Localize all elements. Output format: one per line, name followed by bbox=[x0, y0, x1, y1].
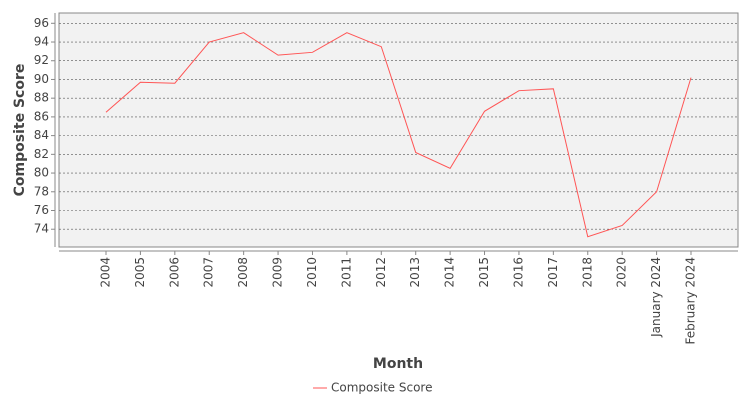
y-tick-label: 78 bbox=[34, 184, 49, 198]
x-tick-label: 2008 bbox=[236, 257, 250, 288]
x-tick-label: 2006 bbox=[167, 257, 181, 288]
y-tick-label: 86 bbox=[34, 109, 49, 123]
x-tick-label: 2016 bbox=[511, 257, 525, 288]
x-axis-title: Month bbox=[373, 356, 423, 372]
plot-area bbox=[58, 12, 739, 248]
y-tick-label: 84 bbox=[34, 128, 49, 142]
x-tick-label: 2018 bbox=[580, 257, 594, 288]
y-tick-label: 96 bbox=[34, 16, 49, 30]
x-tick-label: 2007 bbox=[202, 257, 216, 288]
x-tick-label: 2014 bbox=[443, 257, 457, 288]
x-tick-label: 2011 bbox=[339, 257, 353, 288]
y-tick-label: 90 bbox=[34, 72, 49, 86]
y-tick-label: 74 bbox=[34, 222, 49, 236]
x-tick-label: 2017 bbox=[546, 257, 560, 288]
line-series bbox=[105, 32, 692, 238]
x-tick-label: January 2024 bbox=[649, 257, 663, 338]
legend-label: Composite Score bbox=[331, 381, 432, 395]
y-tick-label: 94 bbox=[34, 35, 49, 49]
x-tick-label: 2013 bbox=[408, 257, 422, 288]
x-tick-label: 2009 bbox=[271, 257, 285, 288]
y-tick-label: 80 bbox=[34, 166, 49, 180]
y-tick-label: 92 bbox=[34, 53, 49, 67]
x-tick-label: 2004 bbox=[99, 257, 113, 288]
x-tick-label: 2015 bbox=[477, 257, 491, 288]
x-tick-label: 2010 bbox=[305, 257, 319, 288]
x-tick-label: 2012 bbox=[374, 257, 388, 288]
y-tick-label: 88 bbox=[34, 91, 49, 105]
x-tick-label: 2020 bbox=[615, 257, 629, 288]
y-tick-label: 82 bbox=[34, 147, 49, 161]
x-tick-label: 2005 bbox=[133, 257, 147, 288]
y-axis-title: Composite Score bbox=[12, 64, 28, 197]
y-tick-label: 76 bbox=[34, 203, 49, 217]
x-tick-label: February 2024 bbox=[684, 257, 698, 345]
